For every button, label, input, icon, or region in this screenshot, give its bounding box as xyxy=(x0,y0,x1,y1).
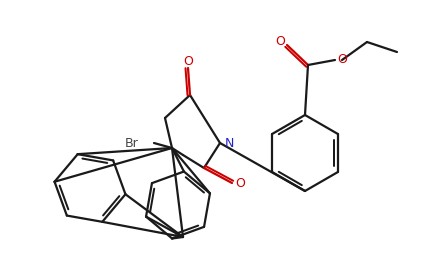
Text: Br: Br xyxy=(124,137,138,150)
Text: O: O xyxy=(337,53,347,66)
Text: O: O xyxy=(275,34,285,48)
Text: O: O xyxy=(235,176,245,190)
Text: O: O xyxy=(183,55,193,67)
Text: N: N xyxy=(225,137,235,150)
